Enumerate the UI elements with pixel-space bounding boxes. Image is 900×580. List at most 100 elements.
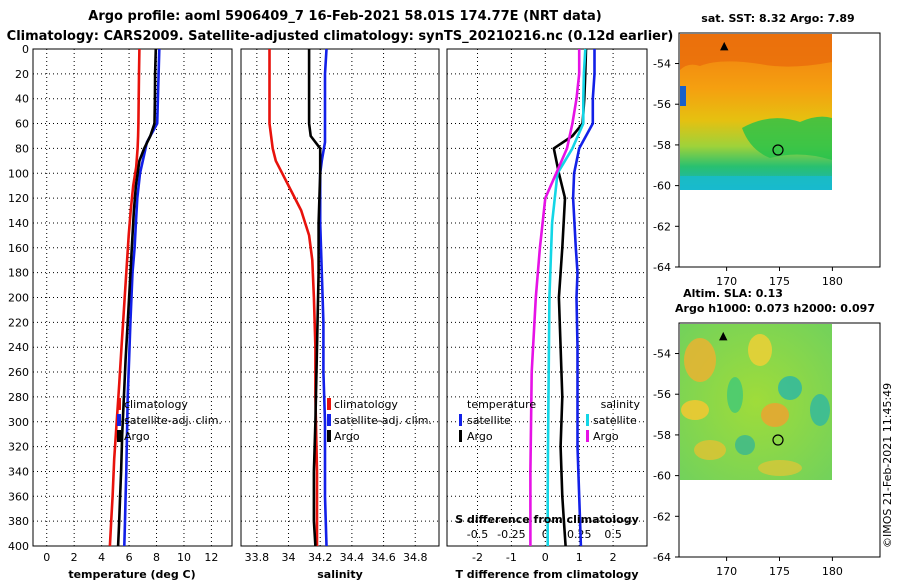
x-tick-label: 34 <box>282 551 296 564</box>
legend-label-t-argo: Argo <box>467 430 493 443</box>
legend-label-climatology: climatology <box>334 398 398 411</box>
legend-label-s-argo: Argo <box>593 430 619 443</box>
legend-label-s-satellite: satellite <box>593 414 637 427</box>
series-line-argo <box>116 48 158 547</box>
legend-swatch-climatology <box>117 398 121 410</box>
sst-map-axes: -54 -56 -58 -60 -62 -64 170 175 180 <box>653 58 843 288</box>
salinity-xlabel: salinity <box>317 568 363 580</box>
x-tick-label: 33.8 <box>245 551 270 564</box>
map-y-tick-label: -54 <box>653 58 671 71</box>
series-line-salinity-satellite <box>546 48 587 546</box>
x-axis-ticks: 0 2 4 6 8 10 12 33.8 34 34.2 34.4 34.6 34.8 -2 -1 0 1 2-0… <box>43 528 622 564</box>
sla-map-axes: -54 -56 -58 -60 -62 -64 170 175 180 <box>653 348 843 578</box>
x-tick-label: 0 <box>542 551 549 564</box>
x-tick-label: 12 <box>204 551 218 564</box>
map-y-tick-label: -56 <box>653 388 671 401</box>
map-y-tick-label: -62 <box>653 220 671 233</box>
series-line-temperature-satellite <box>571 49 596 547</box>
sla-map-title: Altim. SLA: 0.13 <box>683 287 783 300</box>
salinity-legend: climatology satellite-adj. clim. Argo <box>327 398 432 443</box>
legend-label-satellite: satellite-adj. clim. <box>334 414 432 427</box>
figure-title-line1: Argo profile: aoml 5906409_7 16-Feb-2021… <box>88 9 601 24</box>
x-tick-label: 1 <box>576 551 583 564</box>
depth-tick-label: 100 <box>8 167 29 180</box>
legend-title-temperature: temperature <box>467 398 536 411</box>
series-line-satellite-adj-clim- <box>318 48 328 547</box>
x2-tick-label: -0.25 <box>497 528 525 541</box>
map-x-tick-label: 180 <box>822 275 843 288</box>
depth-tick-label: 400 <box>8 540 29 553</box>
x-tick-label: 34.6 <box>371 551 396 564</box>
sst-warm-patch <box>680 34 832 70</box>
sst-cold-strip <box>680 86 686 106</box>
map-x-tick-label: 175 <box>769 275 790 288</box>
map-x-tick-label: 175 <box>769 565 790 578</box>
x-tick-label: 10 <box>177 551 191 564</box>
depth-tick-label: 240 <box>8 341 29 354</box>
temperature-xlabel: temperature (deg C) <box>68 568 195 580</box>
sst-map-title: sat. SST: 8.32 Argo: 7.89 <box>701 12 854 25</box>
depth-tick-label: 20 <box>15 68 29 81</box>
legend-swatch-climatology <box>327 398 331 410</box>
series-line-salinity-argo <box>529 49 581 546</box>
series-line-temperature-argo <box>552 48 588 547</box>
temperature-legend: climatology satellite-adj. clim. Argo <box>117 398 222 443</box>
map-y-tick-label: -54 <box>653 348 671 361</box>
sla-high-patch <box>694 440 726 460</box>
depth-tick-label: 320 <box>8 441 29 454</box>
sst-cold-band <box>680 176 832 190</box>
sst-map-dot-icon: ▲ <box>720 39 729 52</box>
legend-label-t-satellite: satellite <box>467 414 511 427</box>
series-line-satellite-adj-clim- <box>123 48 161 547</box>
sst-map-field <box>680 34 832 190</box>
depth-tick-label: 0 <box>22 43 29 56</box>
legend-title-salinity: salinity <box>601 398 641 411</box>
sla-high-patch <box>748 334 772 366</box>
sla-map-dot-icon: ▲ <box>719 329 728 342</box>
legend-label-argo: Argo <box>124 430 150 443</box>
depth-tick-label: 40 <box>15 93 29 106</box>
sla-high-patch <box>761 403 789 427</box>
legend-swatch-s-argo <box>586 430 589 442</box>
profile-series <box>108 48 596 547</box>
sla-high-patch <box>681 400 709 420</box>
map-y-tick-label: -64 <box>653 551 671 564</box>
map-y-tick-label: -60 <box>653 180 671 193</box>
x-tick-label: -2 <box>472 551 483 564</box>
map-y-tick-label: -56 <box>653 98 671 111</box>
map-y-tick-label: -58 <box>653 429 671 442</box>
difference-legend-temperature: temperature satellite Argo <box>459 398 536 443</box>
depth-tick-label: 280 <box>8 391 29 404</box>
sla-high-patch <box>758 460 802 476</box>
legend-swatch-satellite <box>327 414 331 426</box>
sla-argo-marker <box>772 434 784 446</box>
difference-xlabel: T difference from climatology <box>455 568 638 580</box>
depth-tick-label: 140 <box>8 217 29 230</box>
figure-title-line2: Climatology: CARS2009. Satellite-adjuste… <box>7 29 674 44</box>
legend-label-argo: Argo <box>334 430 360 443</box>
x-tick-label: 8 <box>153 551 160 564</box>
x2-tick-label: 0.25 <box>567 528 592 541</box>
legend-label-satellite: satellite-adj. clim. <box>124 414 222 427</box>
map-y-tick-label: -62 <box>653 510 671 523</box>
sst-front <box>742 116 832 160</box>
legend-label-climatology: climatology <box>124 398 188 411</box>
x-tick-label: 34.4 <box>340 551 365 564</box>
depth-tick-label: 220 <box>8 316 29 329</box>
legend-swatch-s-satellite <box>586 414 589 426</box>
depth-tick-label: 380 <box>8 515 29 528</box>
depth-tick-label: 60 <box>15 118 29 131</box>
depth-tick-label: 120 <box>8 192 29 205</box>
sla-map-subtitle: Argo h1000: 0.073 h2000: 0.097 <box>675 302 875 315</box>
x-tick-label: 2 <box>71 551 78 564</box>
sla-high-patch <box>684 338 716 382</box>
x-tick-label: 2 <box>610 551 617 564</box>
sst-argo-marker <box>772 144 784 156</box>
map-x-tick-label: 180 <box>822 565 843 578</box>
series-line-climatology <box>108 48 141 547</box>
x-tick-label: 0 <box>43 551 50 564</box>
x2-tick-label: 0 <box>542 528 549 541</box>
map-x-tick-label: 170 <box>716 275 737 288</box>
x-tick-label: 34.8 <box>403 551 428 564</box>
